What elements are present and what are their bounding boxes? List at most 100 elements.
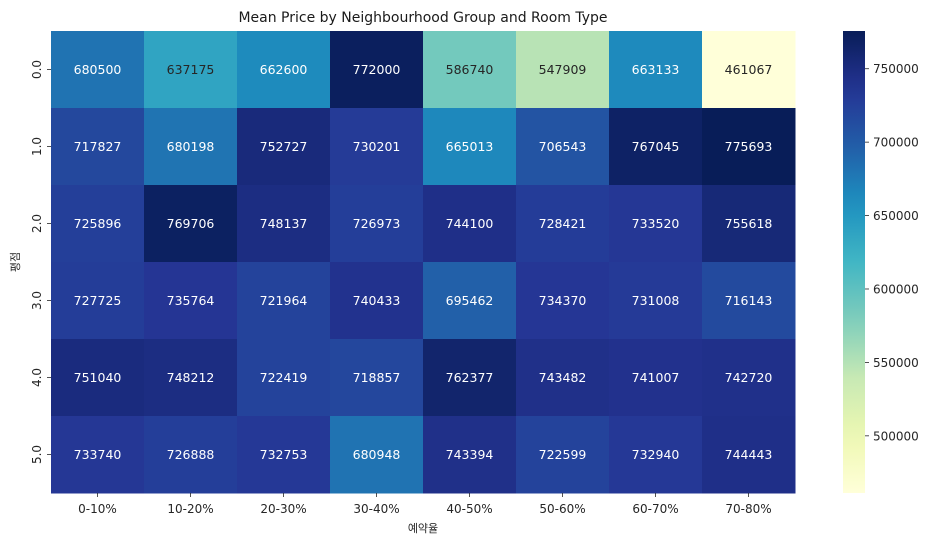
x-tick-label: 0-10% — [78, 502, 117, 516]
heatmap-cell — [51, 108, 145, 186]
cell-value-label: 742720 — [725, 370, 773, 385]
cell-value-label: 767045 — [632, 139, 680, 154]
x-tick-label: 70-80% — [725, 502, 771, 516]
heatmap-cell — [237, 339, 331, 417]
cell-value-label: 665013 — [446, 139, 494, 154]
cell-value-label: 733740 — [74, 447, 122, 462]
heatmap-cell — [423, 108, 517, 186]
cell-value-label: 717827 — [74, 139, 122, 154]
heatmap-cell — [144, 31, 238, 109]
x-axis-title: 예약율 — [408, 521, 438, 535]
cell-value-label: 725896 — [74, 216, 122, 231]
heatmap-cells: 680500 637175 662600 772000 586740 547909 6631… — [51, 31, 796, 494]
heatmap-cell — [702, 262, 796, 340]
heatmap-cell — [609, 262, 703, 340]
heatmap-cell — [51, 416, 145, 494]
heatmap-cell — [237, 31, 331, 109]
cell-value-label: 741007 — [632, 370, 680, 385]
cell-value-label: 726973 — [353, 216, 401, 231]
colorbar-tick-label: 750000 — [873, 62, 919, 76]
cell-value-label: 706543 — [539, 139, 587, 154]
x-tick-label: 50-60% — [539, 502, 585, 516]
heatmap-cell — [330, 108, 424, 186]
y-axis-ticks: 0.0 1.0 2.0 3.0 4.0 5.0 — [30, 60, 51, 464]
heatmap-cell — [237, 416, 331, 494]
cell-value-label: 461067 — [725, 62, 773, 77]
heatmap-cell — [144, 262, 238, 340]
cell-value-label: 680198 — [167, 139, 215, 154]
heatmap-cell — [702, 339, 796, 417]
heatmap-cell — [330, 416, 424, 494]
heatmap-cell — [609, 108, 703, 186]
colorbar-tick-label: 600000 — [873, 282, 919, 296]
heatmap-cell — [51, 262, 145, 340]
heatmap-cell — [51, 31, 145, 109]
heatmap-cell — [144, 416, 238, 494]
heatmap-cell — [702, 185, 796, 263]
heatmap-cell — [516, 262, 610, 340]
y-axis-title: 평점 — [9, 252, 22, 272]
heatmap-cell — [51, 339, 145, 417]
cell-value-label: 748137 — [260, 216, 308, 231]
heatmap-cell — [237, 185, 331, 263]
x-tick-label: 20-30% — [260, 502, 306, 516]
heatmap-cell — [609, 185, 703, 263]
cell-value-label: 726888 — [167, 447, 215, 462]
heatmap-cell — [702, 108, 796, 186]
cell-value-label: 762377 — [446, 370, 494, 385]
colorbar-tick-label: 500000 — [873, 429, 919, 443]
heatmap-cell — [144, 185, 238, 263]
cell-value-label: 769706 — [167, 216, 215, 231]
cell-value-label: 755618 — [725, 216, 773, 231]
cell-value-label: 735764 — [167, 293, 215, 308]
x-axis-ticks: 0-10% 10-20% 20-30% 30-40% 40-50% 50-60% 60-70… — [78, 493, 772, 516]
cell-value-label: 727725 — [74, 293, 122, 308]
cell-value-label: 748212 — [167, 370, 215, 385]
colorbar-tick-label: 700000 — [873, 136, 919, 150]
cell-value-label: 718857 — [353, 370, 401, 385]
cell-value-label: 744100 — [446, 216, 494, 231]
cell-value-label: 728421 — [539, 216, 587, 231]
cell-value-label: 740433 — [353, 293, 401, 308]
colorbar — [843, 31, 865, 493]
cell-value-label: 732753 — [260, 447, 308, 462]
cell-value-label: 722419 — [260, 370, 308, 385]
heatmap-cell — [609, 339, 703, 417]
heatmap-cell — [330, 31, 424, 109]
heatmap-cell — [330, 262, 424, 340]
cell-value-label: 772000 — [353, 62, 401, 77]
heatmap-cell — [516, 31, 610, 109]
y-tick-label: 4.0 — [30, 368, 44, 387]
heatmap-cell — [330, 339, 424, 417]
cell-value-label: 743482 — [539, 370, 587, 385]
heatmap-cell — [609, 31, 703, 109]
colorbar-tick-label: 650000 — [873, 209, 919, 223]
y-tick-label: 5.0 — [30, 445, 44, 464]
cell-value-label: 663133 — [632, 62, 680, 77]
cell-value-label: 731008 — [632, 293, 680, 308]
y-tick-label: 1.0 — [30, 137, 44, 156]
heatmap-cell — [51, 185, 145, 263]
heatmap-cell — [330, 185, 424, 263]
cell-value-label: 722599 — [539, 447, 587, 462]
heatmap-cell — [516, 108, 610, 186]
cell-value-label: 680948 — [353, 447, 401, 462]
heatmap-cell — [516, 339, 610, 417]
cell-value-label: 752727 — [260, 139, 308, 154]
chart-title: Mean Price by Neighbourhood Group and Ro… — [238, 10, 607, 26]
heatmap-cell — [609, 416, 703, 494]
heatmap-cell — [516, 416, 610, 494]
heatmap-cell — [237, 108, 331, 186]
cell-value-label: 721964 — [260, 293, 308, 308]
heatmap-cell — [423, 262, 517, 340]
heatmap-cell — [423, 416, 517, 494]
heatmap-cell — [702, 31, 796, 109]
cell-value-label: 744443 — [725, 447, 773, 462]
y-tick-label: 2.0 — [30, 214, 44, 233]
cell-value-label: 734370 — [539, 293, 587, 308]
cell-value-label: 586740 — [446, 62, 494, 77]
y-tick-label: 3.0 — [30, 291, 44, 310]
x-tick-label: 30-40% — [353, 502, 399, 516]
x-tick-label: 40-50% — [446, 502, 492, 516]
